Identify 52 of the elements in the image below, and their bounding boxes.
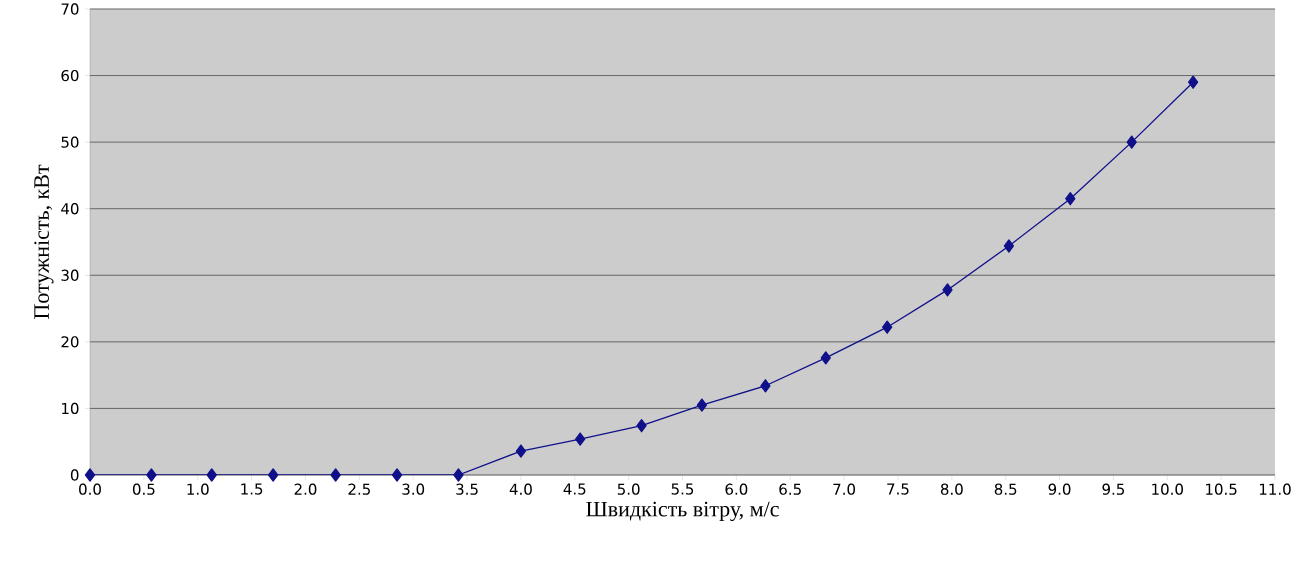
x-tick-label: 7.0 bbox=[833, 483, 856, 495]
x-tick-label: 4.5 bbox=[563, 483, 586, 495]
x-tick-label: 10.0 bbox=[1152, 483, 1183, 495]
y-tick-label: 70 bbox=[61, 3, 79, 15]
point bbox=[84, 468, 96, 482]
point bbox=[636, 419, 647, 433]
x-tick-label: 9.5 bbox=[1102, 483, 1125, 495]
y-tick-label: 60 bbox=[61, 69, 79, 82]
point bbox=[515, 444, 527, 458]
x-tick-label: 5.0 bbox=[617, 483, 640, 495]
x-tick-label: 7.5 bbox=[887, 483, 909, 495]
point bbox=[391, 468, 403, 482]
point bbox=[330, 468, 341, 482]
x-tick-label: 6.0 bbox=[725, 483, 748, 495]
y-tick-label: 40 bbox=[61, 203, 79, 215]
point bbox=[820, 351, 831, 365]
point bbox=[942, 283, 953, 297]
point bbox=[1065, 192, 1076, 206]
x-tick-label: 5.5 bbox=[671, 483, 694, 495]
point bbox=[1187, 75, 1199, 89]
point bbox=[1126, 135, 1137, 149]
x-tick-label: 4.0 bbox=[509, 483, 532, 495]
x-tick-label: 2.0 bbox=[294, 483, 317, 495]
x-tick-label: 11.0 bbox=[1259, 483, 1291, 495]
x-tick-label: 8.5 bbox=[994, 483, 1017, 495]
point bbox=[453, 468, 464, 482]
x-axis-title: Швидкість вітру, м/с bbox=[586, 501, 779, 522]
x-tick-label: 1.5 bbox=[241, 483, 263, 495]
x-tick-label: 10.5 bbox=[1206, 483, 1237, 495]
x-tick-label: 2.5 bbox=[348, 483, 370, 495]
x-tick-label: 0.5 bbox=[132, 483, 155, 495]
x-tick-label: 3.5 bbox=[456, 483, 478, 495]
y-tick-label: 20 bbox=[61, 336, 79, 348]
point bbox=[146, 468, 157, 482]
x-tick-label: 3.0 bbox=[402, 483, 425, 495]
y-tick-label: 10 bbox=[62, 402, 79, 415]
x-tick-label: 6.5 bbox=[779, 483, 801, 495]
point bbox=[575, 432, 586, 446]
x-tick-label: 8.0 bbox=[940, 483, 963, 495]
y-axis-title: Потужність, кВт bbox=[34, 164, 54, 319]
x-tick-label: 9.0 bbox=[1048, 483, 1071, 495]
x-tick-label: 0.0 bbox=[79, 483, 101, 495]
point bbox=[760, 379, 771, 393]
x-tick-label: 1.0 bbox=[187, 483, 209, 495]
y-tick-label: 50 bbox=[61, 136, 79, 148]
y-tick-label: 30 bbox=[61, 269, 79, 281]
point bbox=[1003, 239, 1015, 253]
point bbox=[268, 468, 279, 482]
point bbox=[882, 320, 893, 334]
point bbox=[696, 398, 708, 412]
point bbox=[206, 468, 217, 482]
y-tick-label: 0 bbox=[70, 469, 79, 481]
